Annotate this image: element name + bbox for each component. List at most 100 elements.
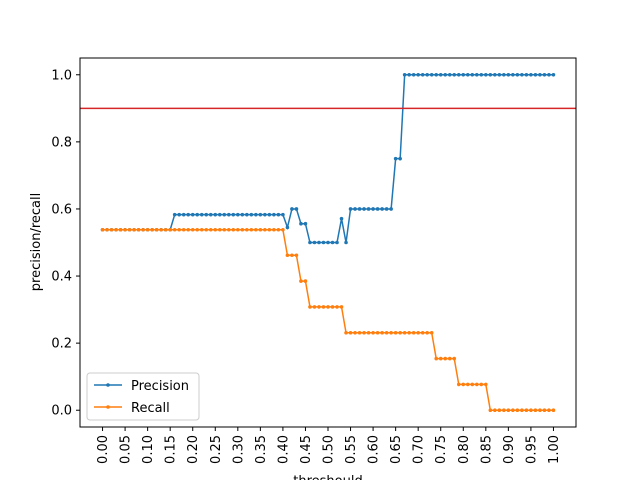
data-point-precision xyxy=(217,212,222,217)
data-point-recall xyxy=(181,227,186,232)
data-point-precision xyxy=(339,216,344,221)
data-point-precision xyxy=(452,72,457,77)
data-point-recall xyxy=(484,382,488,387)
data-point-recall xyxy=(132,227,136,232)
data-point-precision xyxy=(321,240,326,245)
data-point-recall xyxy=(204,227,209,232)
data-point-recall xyxy=(150,227,154,232)
x-tick-label: 0.70 xyxy=(412,435,427,464)
data-point-recall xyxy=(177,227,181,232)
data-point-recall xyxy=(344,330,348,335)
data-point-precision xyxy=(303,221,308,226)
y-tick-label: 1.0 xyxy=(51,68,72,83)
x-axis-label: threshould xyxy=(293,474,362,480)
data-point-recall xyxy=(208,227,213,232)
data-point-precision xyxy=(312,240,317,245)
data-point-recall xyxy=(520,408,524,413)
data-point-recall xyxy=(479,382,484,387)
x-tick-label: 0.05 xyxy=(119,435,134,464)
data-point-recall xyxy=(317,305,321,309)
data-point-recall xyxy=(398,330,402,335)
data-point-precision xyxy=(353,207,357,211)
data-point-precision xyxy=(348,207,353,211)
data-point-recall xyxy=(456,382,461,387)
data-point-recall xyxy=(524,408,529,413)
data-point-recall xyxy=(217,227,222,232)
y-tick-label: 0.4 xyxy=(51,270,72,285)
data-point-recall xyxy=(506,408,511,413)
data-point-precision xyxy=(204,212,209,217)
data-point-precision xyxy=(380,207,384,211)
data-point-recall xyxy=(186,227,191,232)
data-point-recall xyxy=(389,330,393,335)
x-tick-label: 0.30 xyxy=(231,435,246,464)
data-point-recall xyxy=(366,330,371,335)
data-point-precision xyxy=(326,240,330,245)
data-point-precision xyxy=(393,156,398,161)
data-point-recall xyxy=(542,408,547,413)
y-tick-label: 0.0 xyxy=(51,404,72,419)
data-point-recall xyxy=(172,227,177,232)
data-point-precision xyxy=(362,207,366,211)
data-point-recall xyxy=(330,305,335,309)
data-point-precision xyxy=(515,72,520,77)
data-point-precision xyxy=(420,72,425,77)
data-point-precision xyxy=(335,240,339,245)
data-point-precision xyxy=(272,212,276,217)
data-point-recall xyxy=(447,356,452,361)
data-point-precision xyxy=(240,212,245,217)
legend-precision-label: Precision xyxy=(131,379,189,394)
data-point-recall xyxy=(190,227,195,232)
data-point-precision xyxy=(330,240,335,245)
data-point-precision xyxy=(488,72,493,77)
data-point-precision xyxy=(425,72,430,77)
data-point-precision xyxy=(470,72,475,77)
data-point-precision xyxy=(276,212,281,217)
y-tick-label: 0.8 xyxy=(51,135,72,150)
data-point-recall xyxy=(538,408,542,413)
data-point-precision xyxy=(529,72,533,77)
data-point-precision xyxy=(443,72,448,77)
data-point-recall xyxy=(258,227,263,232)
data-point-precision xyxy=(389,207,393,211)
data-point-recall xyxy=(353,330,357,335)
data-point-precision xyxy=(254,212,258,217)
x-tick-label: 0.90 xyxy=(502,435,517,464)
data-point-precision xyxy=(208,212,213,217)
data-point-precision xyxy=(497,72,502,77)
data-point-recall xyxy=(159,227,163,232)
x-tick-label: 0.40 xyxy=(276,435,291,464)
data-point-precision xyxy=(551,72,556,77)
data-point-recall xyxy=(195,227,200,232)
data-point-recall xyxy=(267,227,272,232)
data-point-recall xyxy=(222,227,227,232)
data-point-precision xyxy=(447,72,452,77)
data-point-precision xyxy=(407,72,411,77)
x-tick-label: 0.55 xyxy=(344,435,359,464)
data-point-recall xyxy=(236,227,240,232)
data-point-recall xyxy=(475,382,479,387)
data-point-recall xyxy=(163,227,168,232)
x-tick-label: 0.80 xyxy=(457,435,472,464)
data-point-precision xyxy=(290,207,294,211)
data-point-precision xyxy=(502,72,506,77)
data-point-precision xyxy=(465,72,470,77)
data-point-precision xyxy=(263,212,267,217)
data-point-precision xyxy=(366,207,371,211)
x-tick-label: 0.00 xyxy=(96,435,111,464)
data-point-precision xyxy=(475,72,479,77)
data-point-precision xyxy=(511,72,515,77)
data-point-precision xyxy=(357,207,362,211)
data-point-precision xyxy=(190,212,195,217)
data-point-recall xyxy=(407,330,411,335)
x-tick-label: 0.20 xyxy=(186,435,201,464)
data-point-precision xyxy=(222,212,227,217)
data-point-recall xyxy=(285,253,290,258)
data-point-recall xyxy=(416,330,420,335)
data-point-precision xyxy=(547,72,551,77)
data-point-recall xyxy=(263,227,267,232)
data-point-recall xyxy=(109,227,114,232)
data-point-recall xyxy=(272,227,276,232)
data-point-precision xyxy=(402,72,407,77)
data-point-recall xyxy=(276,227,281,232)
